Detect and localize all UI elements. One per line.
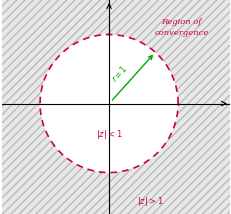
- Text: $|z| > 1$: $|z| > 1$: [137, 195, 163, 208]
- Text: $|z| < 1$: $|z| < 1$: [95, 128, 122, 141]
- Text: Region of
convergence: Region of convergence: [154, 18, 208, 37]
- Circle shape: [40, 34, 177, 172]
- Text: $r = 1$: $r = 1$: [108, 63, 129, 84]
